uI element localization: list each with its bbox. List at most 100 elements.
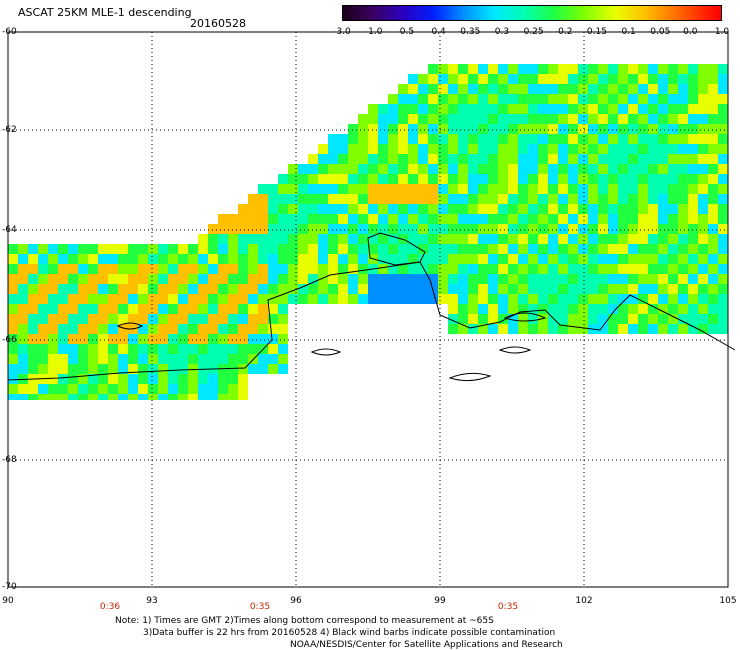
data-pixel: [28, 264, 38, 274]
data-pixel: [218, 224, 228, 234]
data-pixel: [308, 194, 318, 204]
data-pixel: [668, 234, 678, 244]
data-pixel: [528, 324, 538, 334]
data-pixel: [568, 294, 578, 304]
data-pixel: [468, 164, 478, 174]
data-pixel: [468, 104, 478, 114]
data-pixel: [588, 84, 598, 94]
data-pixel: [628, 314, 638, 324]
data-pixel: [258, 214, 268, 224]
data-pixel: [228, 374, 238, 384]
data-pixel: [688, 294, 698, 304]
data-pixel: [538, 84, 548, 94]
data-pixel: [698, 214, 708, 224]
data-pixel: [718, 84, 728, 94]
data-pixel: [578, 174, 588, 184]
data-pixel: [368, 164, 378, 174]
data-pixel: [178, 364, 188, 374]
data-pixel: [698, 124, 708, 134]
data-pixel: [248, 214, 258, 224]
data-pixel: [328, 154, 338, 164]
data-pixel: [288, 204, 298, 214]
data-pixel: [638, 244, 648, 254]
data-pixel: [588, 134, 598, 144]
data-pixel: [408, 104, 418, 114]
data-pixel: [708, 244, 718, 254]
data-pixel: [658, 314, 668, 324]
data-pixel: [98, 354, 108, 364]
data-pixel: [718, 184, 728, 194]
data-pixel: [628, 94, 638, 104]
data-pixel: [128, 294, 138, 304]
data-pixel: [668, 304, 678, 314]
data-pixel: [178, 344, 188, 354]
data-pixel: [558, 234, 568, 244]
data-pixel: [248, 314, 258, 324]
data-pixel: [598, 234, 608, 244]
data-pixel: [648, 124, 658, 134]
data-pixel: [678, 114, 688, 124]
data-pixel: [88, 354, 98, 364]
data-pixel: [618, 264, 628, 274]
data-pixel: [338, 284, 348, 294]
data-pixel: [718, 104, 728, 114]
data-pixel: [658, 214, 668, 224]
data-pixel: [608, 294, 618, 304]
data-pixel: [318, 164, 328, 174]
data-pixel: [178, 394, 188, 404]
data-pixel: [188, 304, 198, 314]
data-pixel: [268, 314, 278, 324]
data-pixel: [368, 124, 378, 134]
data-pixel: [518, 174, 528, 184]
data-pixel: [598, 204, 608, 214]
data-pixel: [48, 264, 58, 274]
data-pixel: [428, 244, 438, 254]
data-pixel: [368, 184, 378, 194]
data-pixel: [358, 284, 368, 294]
data-pixel: [418, 274, 428, 284]
data-pixel: [648, 84, 658, 94]
longitude-label: 102: [575, 596, 593, 606]
data-pixel: [288, 184, 298, 194]
data-pixel: [538, 284, 548, 294]
data-pixel: [78, 304, 88, 314]
data-pixel: [548, 204, 558, 214]
data-pixel: [188, 374, 198, 384]
data-pixel: [98, 344, 108, 354]
data-pixel: [228, 264, 238, 274]
data-pixel: [688, 204, 698, 214]
data-pixel: [178, 264, 188, 274]
data-pixel: [88, 284, 98, 294]
data-pixel: [118, 354, 128, 364]
data-pixel: [408, 84, 418, 94]
data-pixel: [458, 74, 468, 84]
data-pixel: [668, 264, 678, 274]
data-pixel: [508, 224, 518, 234]
data-pixel: [158, 274, 168, 284]
data-pixel: [338, 244, 348, 254]
data-pixel: [178, 274, 188, 284]
data-pixel: [578, 114, 588, 124]
data-pixel: [378, 194, 388, 204]
data-pixel: [38, 324, 48, 334]
data-pixel: [448, 244, 458, 254]
data-pixel: [478, 104, 488, 114]
data-pixel: [478, 154, 488, 164]
data-pixel: [508, 104, 518, 114]
data-pixel: [78, 374, 88, 384]
data-pixel: [668, 154, 678, 164]
data-pixel: [368, 234, 378, 244]
data-pixel: [578, 234, 588, 244]
data-pixel: [618, 164, 628, 174]
data-pixel: [408, 234, 418, 244]
data-pixel: [218, 254, 228, 264]
data-pixel: [598, 294, 608, 304]
data-pixel: [488, 84, 498, 94]
data-pixel: [268, 234, 278, 244]
data-pixel: [598, 304, 608, 314]
data-pixel: [178, 354, 188, 364]
data-pixel: [158, 374, 168, 384]
data-pixel: [58, 254, 68, 264]
data-pixel: [698, 144, 708, 154]
data-pixel: [338, 204, 348, 214]
